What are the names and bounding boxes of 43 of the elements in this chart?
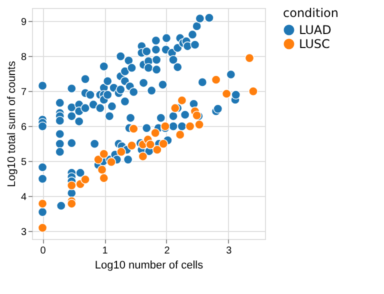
- legend-label: LUSC: [299, 37, 330, 51]
- point: [127, 140, 136, 150]
- y-tick-label: 6: [20, 122, 27, 133]
- y-tick-label: 4: [20, 192, 27, 203]
- point: [38, 198, 48, 208]
- point: [106, 157, 116, 167]
- point: [222, 89, 232, 98]
- point: [97, 164, 107, 174]
- point: [194, 120, 204, 130]
- point: [66, 198, 76, 208]
- x-tick-label: 1: [102, 246, 108, 256]
- point: [152, 145, 162, 154]
- point: [94, 154, 104, 164]
- point: [244, 53, 254, 63]
- point: [248, 86, 258, 96]
- point: [175, 130, 185, 140]
- legend-label: LUAD: [299, 23, 332, 37]
- x-tick-label: 3: [226, 246, 232, 256]
- y-tick-label: 8: [20, 52, 27, 63]
- legend-title: condition: [283, 6, 338, 20]
- point: [150, 128, 160, 138]
- y-tick-label: 9: [20, 16, 27, 28]
- point: [170, 103, 180, 113]
- y-axis-title: Log10 total sum of counts: [6, 60, 18, 187]
- x-tick-label: 2: [164, 246, 170, 256]
- point: [116, 147, 126, 157]
- point: [80, 174, 90, 184]
- point: [99, 149, 109, 159]
- point: [185, 122, 195, 132]
- y-tick-label: 7: [20, 86, 27, 98]
- point: [177, 96, 187, 106]
- x-axis-title: Log10 number of cells: [94, 260, 204, 272]
- x-tick-label: 0: [40, 246, 46, 256]
- point: [38, 223, 48, 233]
- y-tick-label: 5: [20, 156, 27, 168]
- y-tick-label: 3: [20, 226, 27, 238]
- point: [66, 180, 76, 190]
- point: [158, 139, 168, 149]
- point: [128, 124, 138, 134]
- point: [99, 173, 109, 183]
- point: [211, 75, 221, 84]
- point: [138, 152, 148, 162]
- point: [146, 140, 156, 150]
